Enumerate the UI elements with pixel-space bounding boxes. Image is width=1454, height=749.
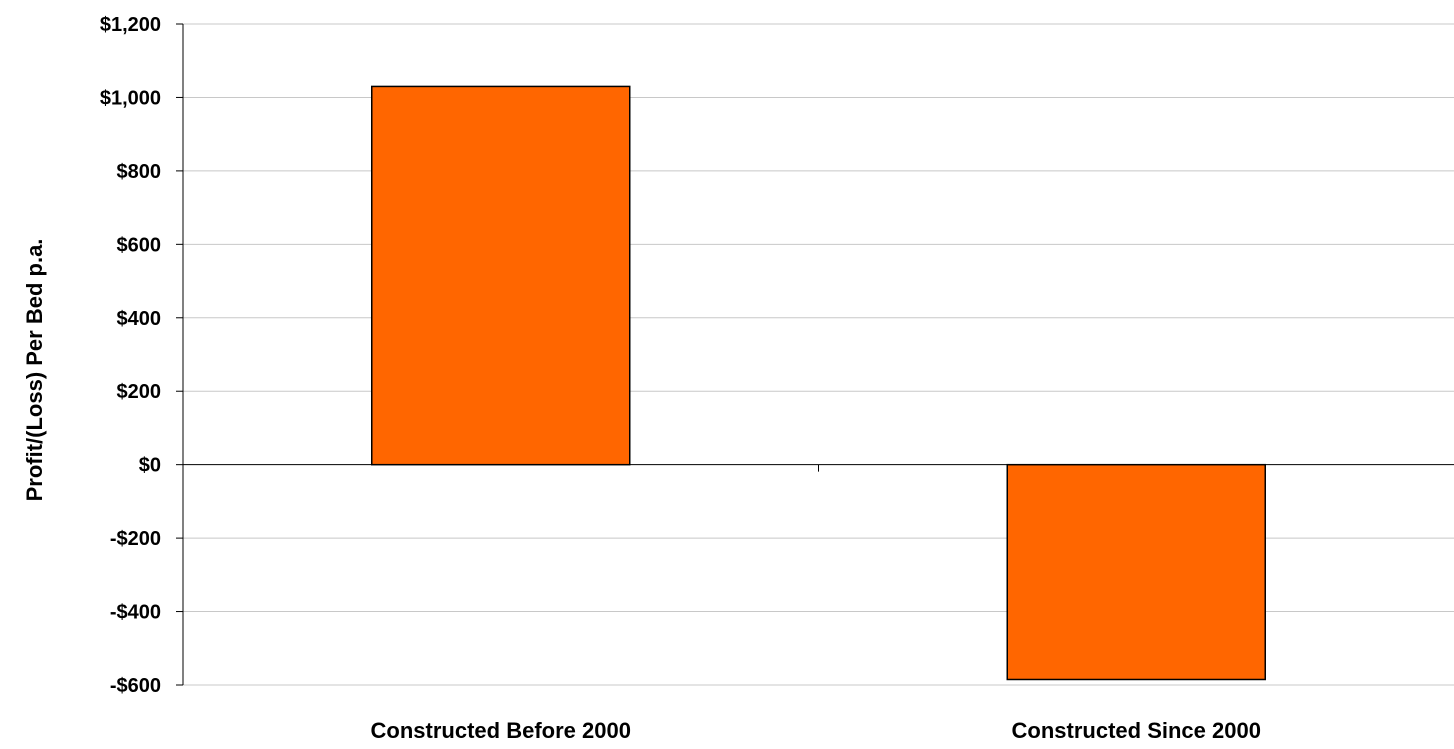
y-tick-label: -$400: [110, 602, 161, 624]
y-axis-title: Profit/(Loss) Per Bed p.a.: [22, 239, 47, 502]
y-tick-label: $1,200: [100, 14, 161, 36]
y-tick-label: $1,000: [100, 87, 161, 109]
bars: [371, 85, 1266, 681]
y-tick-label: $400: [117, 308, 162, 330]
y-tick-label: -$600: [110, 675, 161, 697]
x-category-label: Constructed Before 2000: [371, 718, 631, 743]
y-tick-label: $800: [117, 161, 162, 183]
y-tick-label: $200: [117, 381, 162, 403]
bar: [371, 85, 631, 466]
axes: [176, 23, 1454, 686]
x-category-label: Constructed Since 2000: [1012, 718, 1261, 743]
y-tick-label: $0: [139, 455, 161, 477]
bar: [1006, 463, 1266, 681]
y-tick-label: $600: [117, 234, 162, 256]
labels: $1,200 $1,000 $800 $600 $400 $200 $0 -$200 -$400…: [100, 14, 1261, 743]
y-tick-label: -$200: [110, 528, 161, 550]
